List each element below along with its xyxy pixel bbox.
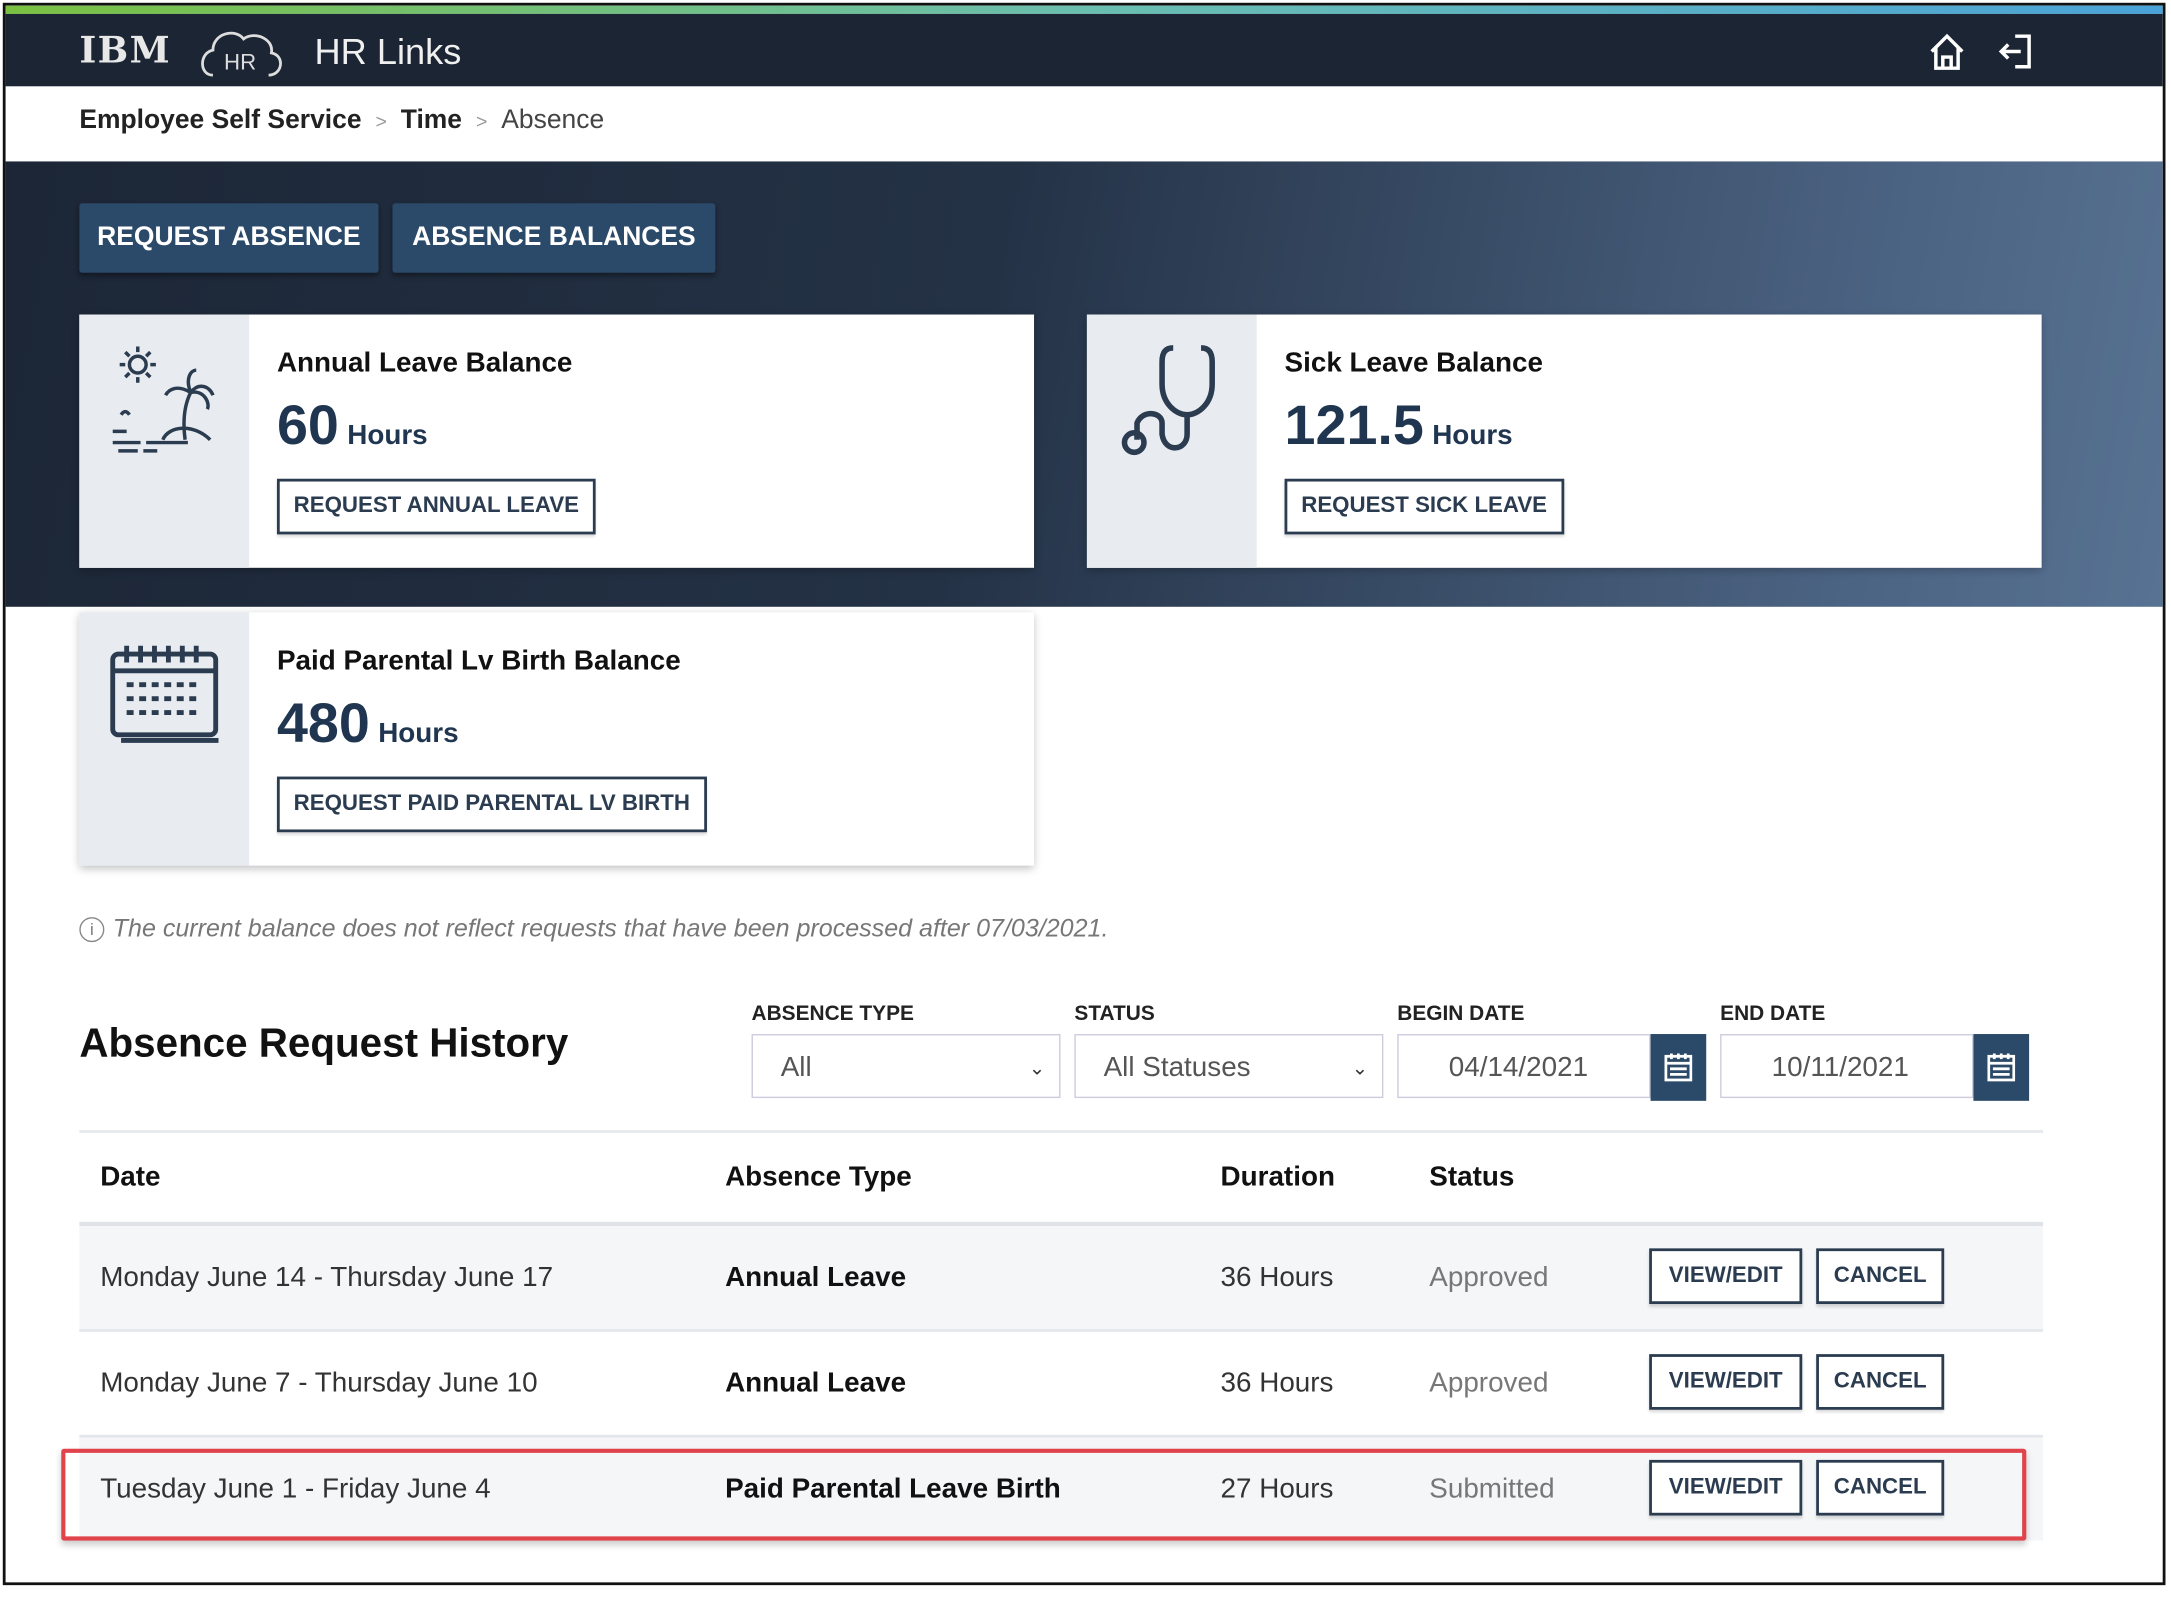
sick-leave-card: Sick Leave Balance 121.5 Hours REQUEST SI… xyxy=(1086,314,2042,568)
balance-value: 480 Hours xyxy=(277,693,459,756)
absence-type-label: ABSENCE TYPE xyxy=(751,1002,914,1026)
row-status: Submitted xyxy=(1429,1473,1555,1505)
chevron-right-icon: > xyxy=(475,109,488,133)
balance-number: 480 xyxy=(276,693,370,755)
balance-number: 121.5 xyxy=(1284,395,1424,457)
annual-leave-card: Annual Leave Balance 60 Hours REQUEST ANN… xyxy=(79,314,1035,568)
beach-palm-icon xyxy=(112,346,215,453)
absence-balances-button[interactable]: ABSENCE BALANCES xyxy=(392,203,716,273)
status-label: STATUS xyxy=(1074,1002,1155,1026)
column-absence-type: Absence Type xyxy=(725,1162,912,1193)
calendar-icon xyxy=(1987,1053,2016,1082)
balance-unit: Hours xyxy=(1432,420,1513,451)
balance-value: 121.5 Hours xyxy=(1285,395,1513,458)
balance-number: 60 xyxy=(276,395,339,457)
table-header: Date Absence Type Duration Status xyxy=(79,1130,2044,1227)
card-icon-panel xyxy=(1086,314,1257,568)
row-duration: 36 Hours xyxy=(1220,1368,1334,1399)
absence-history-table: Date Absence Type Duration Status Monday… xyxy=(79,1130,2044,1541)
request-paid-parental-lv-birth-button[interactable]: REQUEST PAID PARENTAL LV BIRTH xyxy=(276,776,707,833)
balance-unit: Hours xyxy=(378,718,459,749)
card-title: Sick Leave Balance xyxy=(1284,347,1543,379)
breadcrumb-absence: Absence xyxy=(501,105,605,135)
svg-text:HR: HR xyxy=(224,50,256,75)
logout-icon[interactable] xyxy=(1996,31,2038,73)
parental-leave-card: Paid Parental Lv Birth Balance 480 Hours … xyxy=(79,612,1035,866)
table-row: Monday June 7 - Thursday June 10 Annual … xyxy=(79,1331,2044,1438)
status-value: All Statuses xyxy=(1103,1052,1251,1083)
chevron-down-icon: ⌄ xyxy=(1351,1056,1369,1079)
row-type: Annual Leave xyxy=(725,1368,907,1399)
row-date: Tuesday June 1 - Friday June 4 xyxy=(100,1473,491,1505)
column-status: Status xyxy=(1429,1162,1515,1193)
table-row: Monday June 14 - Thursday June 17 Annual… xyxy=(79,1226,2044,1332)
cancel-button[interactable]: CANCEL xyxy=(1816,1354,1945,1410)
request-sick-leave-button[interactable]: REQUEST SICK LEAVE xyxy=(1284,478,1564,535)
end-date-label: END DATE xyxy=(1720,1002,1826,1026)
row-duration: 27 Hours xyxy=(1220,1473,1334,1505)
row-date: Monday June 14 - Thursday June 17 xyxy=(100,1262,554,1293)
breadcrumb: Employee Self Service > Time > Absence xyxy=(79,106,604,137)
info-icon: i xyxy=(79,917,105,943)
brand-strip xyxy=(5,5,2163,14)
row-type: Annual Leave xyxy=(725,1262,907,1293)
top-header: IBM HR HR Links xyxy=(5,13,2163,87)
app-title: HR Links xyxy=(314,30,462,73)
view-edit-button[interactable]: VIEW/EDIT xyxy=(1649,1354,1803,1410)
breadcrumb-time[interactable]: Time xyxy=(400,105,463,135)
card-icon-panel xyxy=(79,314,250,568)
column-duration: Duration xyxy=(1220,1162,1335,1193)
begin-date-input[interactable]: 04/14/2021 xyxy=(1397,1034,1651,1099)
balance-note: i The current balance does not reflect re… xyxy=(79,914,1108,943)
row-duration: 36 Hours xyxy=(1220,1262,1334,1293)
begin-date-calendar-button[interactable] xyxy=(1650,1034,1707,1101)
end-date-calendar-button[interactable] xyxy=(1973,1034,2030,1101)
cancel-button[interactable]: CANCEL xyxy=(1816,1459,1945,1516)
cancel-button[interactable]: CANCEL xyxy=(1816,1248,1945,1305)
card-title: Annual Leave Balance xyxy=(276,347,573,379)
absence-type-value: All xyxy=(780,1052,812,1083)
hr-cloud-logo-icon: HR xyxy=(201,31,282,77)
history-title: Absence Request History xyxy=(79,1021,569,1067)
calendar-icon xyxy=(110,645,219,743)
note-text: The current balance does not reflect req… xyxy=(112,914,1109,943)
home-icon[interactable] xyxy=(1926,31,1968,73)
row-status: Approved xyxy=(1429,1262,1549,1293)
highlight-box xyxy=(61,1448,2027,1541)
request-absence-button[interactable]: REQUEST ABSENCE xyxy=(79,203,379,273)
begin-date-label: BEGIN DATE xyxy=(1397,1002,1525,1026)
view-edit-button[interactable]: VIEW/EDIT xyxy=(1649,1459,1803,1516)
row-date: Monday June 7 - Thursday June 10 xyxy=(100,1368,538,1399)
breadcrumb-employee-self-service[interactable]: Employee Self Service xyxy=(79,105,362,135)
column-date: Date xyxy=(100,1162,161,1193)
balance-unit: Hours xyxy=(347,420,428,451)
request-annual-leave-button[interactable]: REQUEST ANNUAL LEAVE xyxy=(276,478,596,535)
card-title: Paid Parental Lv Birth Balance xyxy=(276,645,681,677)
chevron-down-icon: ⌄ xyxy=(1028,1056,1046,1079)
balance-value: 60 Hours xyxy=(277,395,428,458)
card-icon-panel xyxy=(79,612,250,866)
absence-type-select[interactable]: All ⌄ xyxy=(751,1034,1061,1099)
view-edit-button[interactable]: VIEW/EDIT xyxy=(1649,1248,1803,1305)
ibm-logo: IBM xyxy=(79,30,172,73)
stethoscope-icon xyxy=(1121,345,1215,456)
row-status: Approved xyxy=(1429,1368,1549,1399)
end-date-input[interactable]: 10/11/2021 xyxy=(1720,1034,1974,1099)
chevron-right-icon: > xyxy=(375,109,387,133)
table-row: Tuesday June 1 - Friday June 4 Paid Pare… xyxy=(79,1437,2044,1541)
status-select[interactable]: All Statuses ⌄ xyxy=(1074,1034,1384,1099)
calendar-icon xyxy=(1664,1053,1693,1082)
row-type: Paid Parental Leave Birth xyxy=(725,1473,1061,1505)
